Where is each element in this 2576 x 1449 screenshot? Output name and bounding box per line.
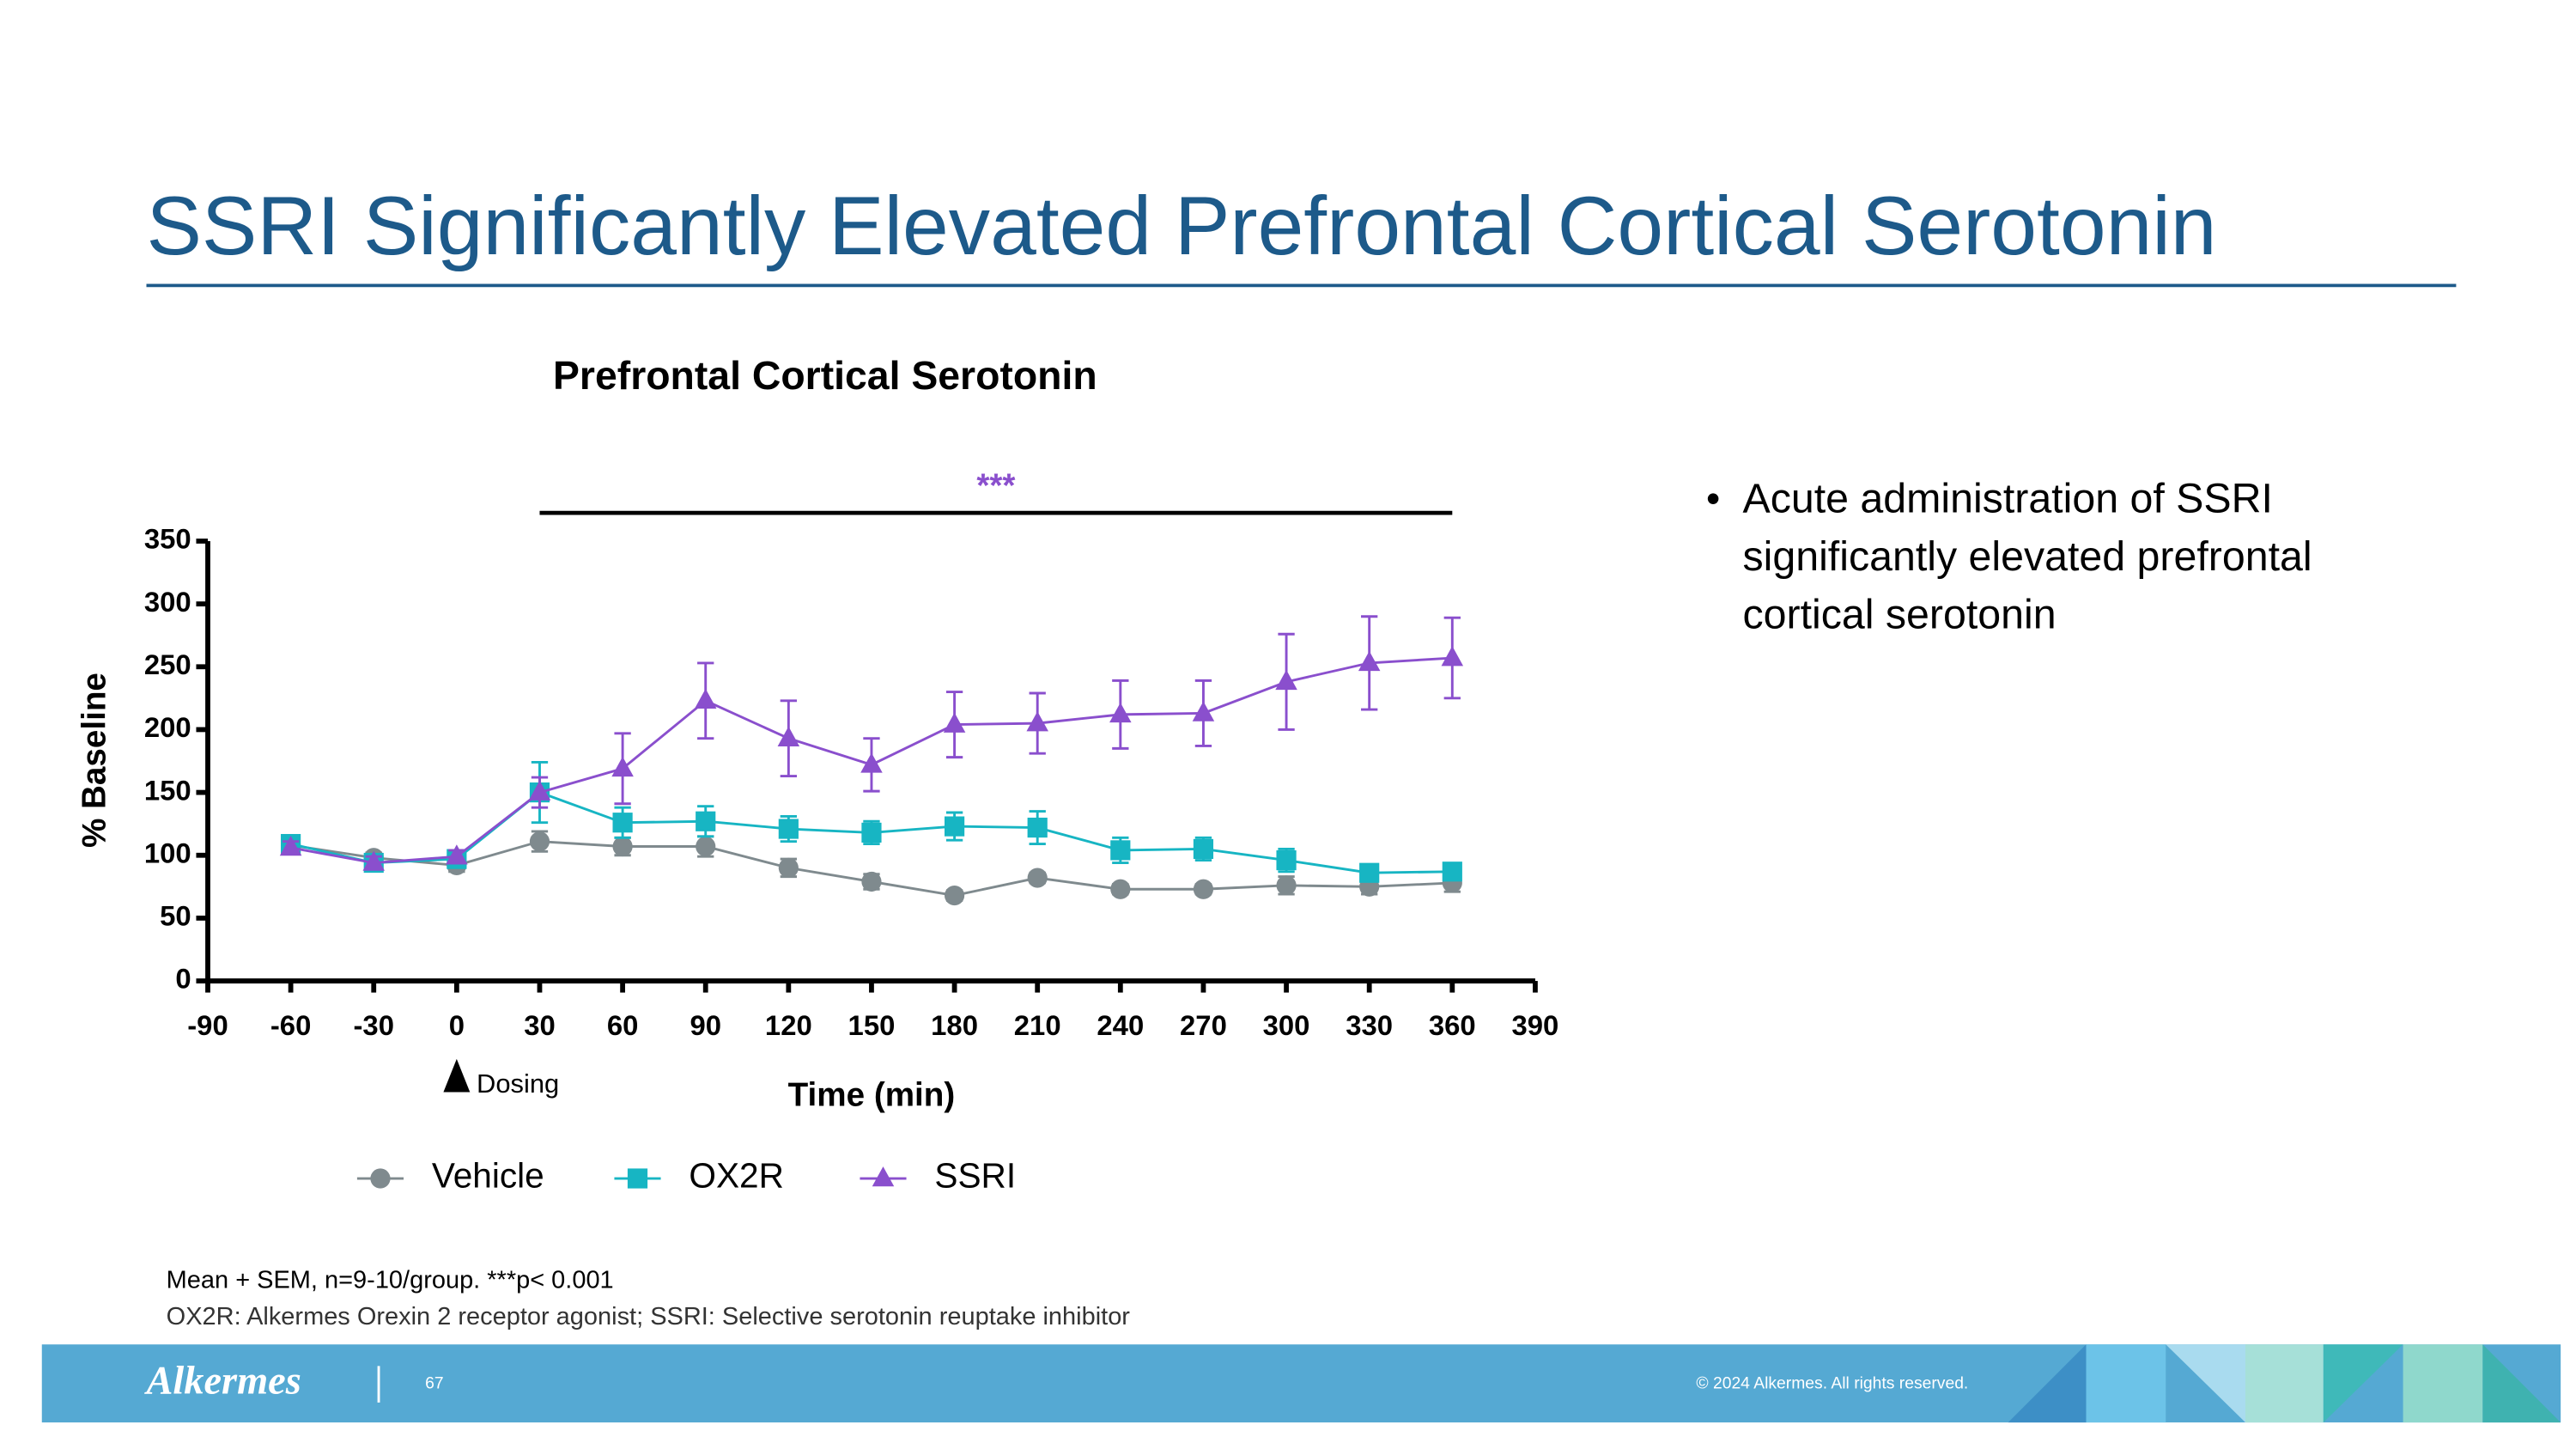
footer-deco (2403, 1344, 2483, 1423)
marker (1027, 868, 1048, 888)
x-tick-label: 180 (931, 1009, 978, 1041)
footnote: OX2R: Alkermes Orexin 2 receptor agonist… (167, 1303, 1131, 1330)
footer-deco (2323, 1344, 2403, 1423)
footer-deco (2166, 1344, 2246, 1423)
marker (1193, 879, 1214, 899)
x-tick-label: 210 (1014, 1009, 1061, 1041)
marker (944, 885, 965, 906)
marker (778, 819, 799, 839)
marker (1110, 879, 1131, 899)
significance-label: *** (976, 467, 1015, 504)
marker (1442, 861, 1462, 882)
marker (362, 850, 385, 871)
legend-marker (627, 1168, 648, 1189)
footer-deco (2086, 1344, 2166, 1423)
marker (1110, 840, 1131, 861)
marker (612, 836, 633, 857)
marker (1276, 875, 1297, 896)
footer-logo: Alkermes (143, 1359, 301, 1403)
marker (612, 813, 633, 833)
dosing-label: Dosing (477, 1068, 559, 1099)
y-tick-label: 350 (144, 523, 191, 555)
marker (1193, 838, 1214, 860)
x-tick-label: 300 (1263, 1009, 1310, 1041)
y-tick-label: 300 (144, 586, 191, 618)
x-tick-label: 330 (1346, 1009, 1393, 1041)
x-tick-label: 0 (449, 1009, 465, 1041)
chart: 0 50 100 150 200 250 300 350 -90 -60 -30 0 30 60 90 120… (76, 467, 1559, 1195)
marker (696, 836, 716, 857)
legend-label: SSRI (934, 1156, 1016, 1196)
x-tick-label: 240 (1097, 1009, 1144, 1041)
marker (944, 816, 965, 837)
marker (1275, 669, 1297, 691)
y-tick-label: 150 (144, 774, 191, 806)
bullet-line: cortical serotonin (1742, 592, 2056, 638)
x-tick-label: 90 (690, 1009, 721, 1041)
x-tick-label: 390 (1512, 1009, 1559, 1041)
marker (611, 756, 634, 777)
slide-title: SSRI Significantly Elevated Prefrontal C… (146, 180, 2216, 272)
marker (861, 871, 882, 892)
marker (778, 857, 799, 878)
marker (861, 822, 882, 843)
marker (1026, 711, 1048, 732)
x-axis-label: Time (min) (788, 1077, 956, 1114)
bullet-dot: • (1706, 476, 1720, 521)
marker (1359, 862, 1380, 883)
marker (696, 811, 716, 831)
y-tick-label: 100 (144, 837, 191, 868)
marker (694, 688, 717, 709)
x-tick-label: -60 (270, 1009, 311, 1041)
marker (1276, 850, 1297, 871)
y-tick-label: 50 (160, 900, 191, 932)
marker (777, 726, 800, 746)
marker (1027, 817, 1048, 838)
y-tick-label: 200 (144, 711, 191, 743)
bullet-line: significantly elevated prefrontal (1742, 533, 2312, 580)
footnote: Mean + SEM, n=9-10/group. ***p< 0.001 (167, 1266, 614, 1294)
y-tick-label: 250 (144, 648, 191, 680)
marker (529, 831, 550, 852)
x-tick-label: 30 (524, 1009, 556, 1041)
x-tick-label: 150 (848, 1009, 896, 1041)
legend-label: Vehicle (432, 1156, 544, 1196)
marker (1358, 650, 1381, 672)
x-tick-label: 360 (1429, 1009, 1476, 1041)
legend-marker (872, 1166, 895, 1187)
page-number: 67 (425, 1375, 443, 1393)
legend-marker (370, 1168, 391, 1189)
copyright: © 2024 Alkermes. All rights reserved. (1696, 1375, 1968, 1393)
dosing-arrow (443, 1058, 471, 1093)
footer-deco (2245, 1344, 2324, 1423)
x-tick-label: -30 (353, 1009, 393, 1041)
y-axis-label: % Baseline (76, 673, 113, 848)
legend-label: OX2R (689, 1156, 784, 1196)
marker (279, 836, 302, 856)
marker (1109, 702, 1132, 723)
x-tick-label: 60 (607, 1009, 639, 1041)
marker (1441, 646, 1464, 667)
marker (528, 780, 551, 801)
marker (943, 712, 966, 733)
x-tick-label: 120 (765, 1009, 812, 1041)
chart-title: Prefrontal Cortical Serotonin (553, 353, 1097, 398)
x-tick-label: 270 (1180, 1009, 1227, 1041)
marker (446, 844, 468, 865)
marker (860, 752, 883, 773)
bullet-line: Acute administration of SSRI (1742, 475, 2272, 521)
x-tick-label: -90 (187, 1009, 228, 1041)
y-tick-label: 0 (175, 963, 191, 995)
marker (1192, 701, 1215, 721)
